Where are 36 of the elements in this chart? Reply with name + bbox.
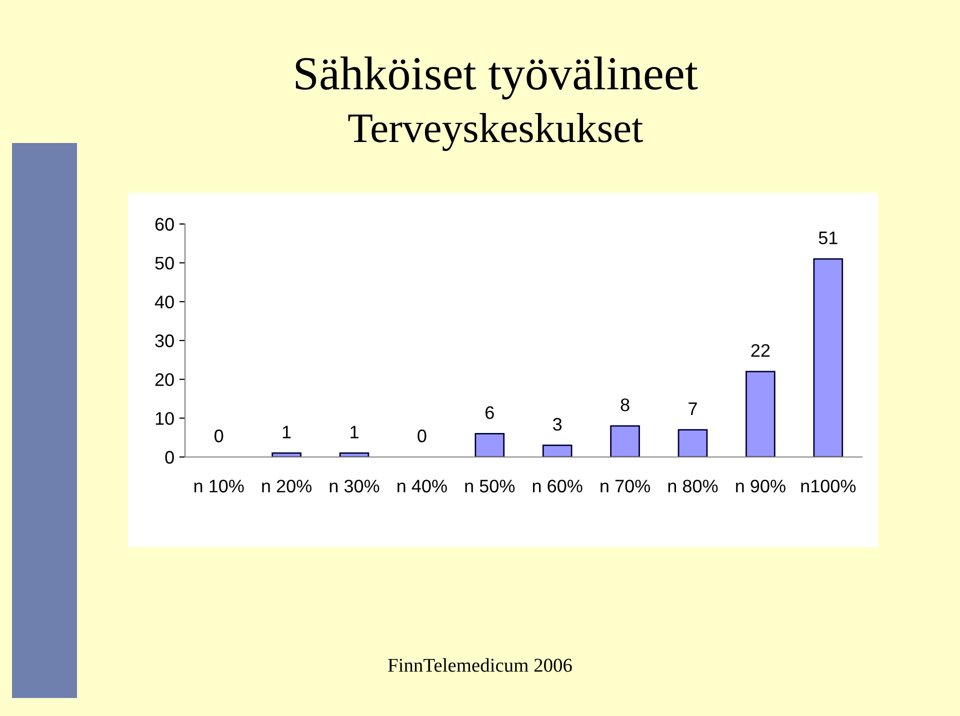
data-label: 6: [486, 406, 494, 420]
data-label: 3: [553, 418, 562, 431]
bar: [678, 429, 708, 457]
y-tick-label: 40: [154, 296, 174, 308]
y-tick-label: 20: [155, 373, 174, 386]
y-tick-label: 10: [156, 412, 174, 425]
y-tick-label: 30: [155, 334, 174, 348]
bar: [474, 433, 505, 457]
x-tick-label: n 30%: [330, 480, 380, 492]
x-tick-label: n 50%: [465, 480, 515, 492]
bar: [542, 444, 572, 457]
text: FinnTelemedicum 2006: [388, 658, 572, 672]
x-tick-label: n100%: [801, 480, 856, 492]
x-tick-label: n 10%: [194, 480, 244, 492]
data-label: 0: [418, 430, 426, 442]
data-label: 0: [214, 430, 224, 442]
y-tick-label: 50: [155, 256, 174, 270]
x-tick-label: n 60%: [532, 480, 582, 492]
data-label: 1: [350, 426, 358, 438]
chart-title: Sähköiset työvälineet: [296, 56, 698, 100]
bar: [746, 370, 776, 457]
data-label: 1: [282, 426, 291, 438]
x-tick-label: n 80%: [668, 480, 718, 492]
data-label: 51: [818, 232, 838, 244]
x-tick-label: n 70%: [600, 480, 650, 492]
y-tick-label: 0: [165, 450, 174, 464]
x-tick-label: n 40%: [398, 480, 447, 492]
data-label: 8: [620, 398, 630, 412]
x-tick-label: n 20%: [262, 480, 312, 492]
data-label: 22: [751, 344, 770, 357]
y-tick-label: 60: [155, 218, 174, 231]
chart-subtitle: Terveyskeskukset: [348, 113, 643, 151]
x-tick-label: n 90%: [736, 480, 786, 492]
bar: [813, 258, 844, 457]
data-label: 7: [688, 402, 697, 415]
bar: [610, 425, 640, 457]
